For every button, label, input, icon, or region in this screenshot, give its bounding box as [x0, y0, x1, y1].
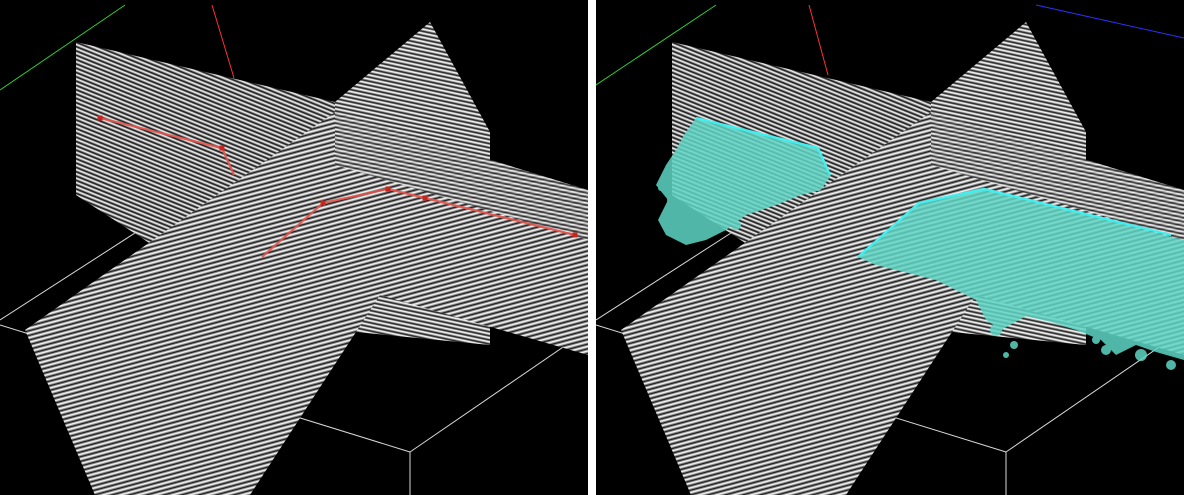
inline-section-right [335, 112, 588, 240]
crossline-section-front [25, 112, 588, 495]
z-axis-line [1035, 4, 1184, 39]
fault-lines [695, 116, 1172, 258]
x-axis-line [211, 4, 235, 79]
viewport-right[interactable] [596, 0, 1184, 495]
x-axis-line [808, 4, 829, 76]
fault-surface-left [656, 118, 831, 245]
inline-section-right [931, 112, 1184, 240]
y-axis-line [0, 4, 126, 91]
viewport-left[interactable] [0, 0, 588, 495]
y-axis-line [596, 4, 717, 86]
scene-left [0, 4, 588, 495]
fault-picks [97, 115, 578, 258]
scene-right [596, 4, 1184, 495]
fault-surface-right [858, 189, 1184, 370]
